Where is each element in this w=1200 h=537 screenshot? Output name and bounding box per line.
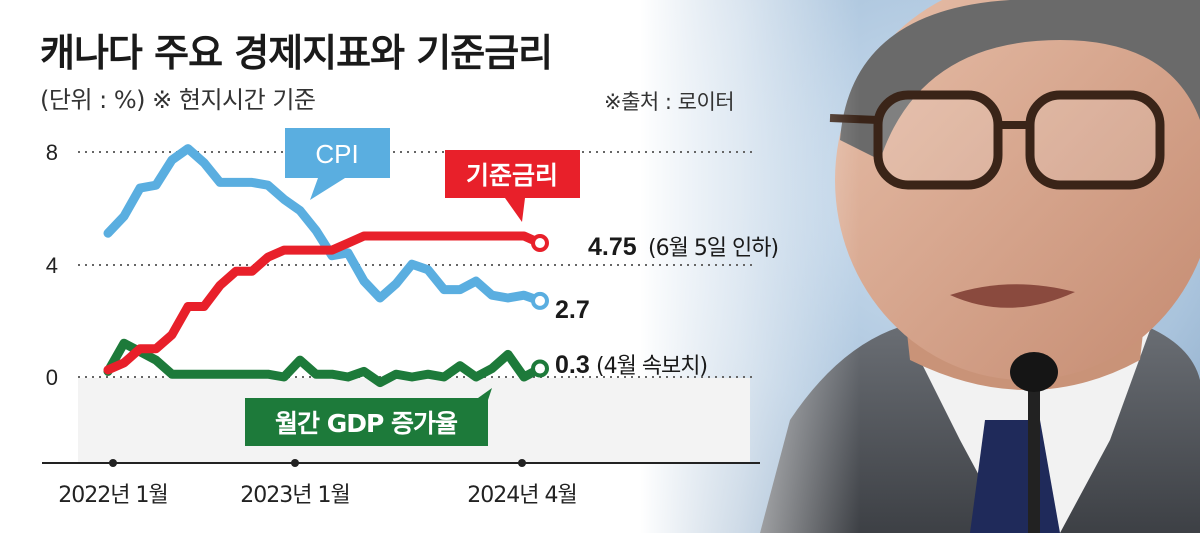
series-end-point-gdp xyxy=(531,359,549,378)
rate-callout-box xyxy=(445,150,580,222)
cpi-callout-label: CPI xyxy=(315,139,358,169)
gdp-callout-box xyxy=(245,388,492,446)
x-tick-mark-2023-01 xyxy=(291,459,299,467)
chart-source: ※출처 : 로이터 xyxy=(604,90,735,114)
y-tick-0: 0 xyxy=(46,365,58,390)
series-line-rate xyxy=(103,231,545,375)
gdp-end-value: 0.3 xyxy=(555,351,590,379)
end-label-cpi: 2.7 xyxy=(555,296,590,324)
series-end-point-cpi xyxy=(531,291,549,310)
series-layer xyxy=(103,144,549,388)
chart-title: 캐나다 주요 경제지표와 기준금리 xyxy=(40,31,553,75)
end-label-rate: 4.75 (6월 5일 인하) xyxy=(588,233,779,261)
series-end-point-rate xyxy=(531,234,549,253)
cpi-callout-box xyxy=(285,128,390,200)
rate-callout-label: 기준금리 xyxy=(466,161,558,190)
x-tick-2022-01: 2022년 1월 xyxy=(58,483,167,508)
x-tick-2024-04: 2024년 4월 xyxy=(467,483,576,508)
gdp-end-note: (4월 속보치) xyxy=(596,354,707,379)
x-tick-mark-2024-04 xyxy=(518,459,526,467)
y-tick-4: 4 xyxy=(46,253,58,278)
rate-end-note: (6월 5일 인하) xyxy=(648,236,778,261)
gdp-callout-label: 월간 GDP 증가율 xyxy=(275,409,458,438)
gdp-callout: 월간 GDP 증가율 xyxy=(245,388,492,446)
series-line-cpi xyxy=(103,144,545,306)
rate-end-value: 4.75 xyxy=(588,233,637,261)
x-tick-mark-2022-01 xyxy=(109,459,117,467)
chart-subtitle: (단위 : %) ※ 현지시간 기준 xyxy=(40,86,316,114)
x-tick-2023-01: 2023년 1월 xyxy=(240,483,349,508)
y-tick-8: 8 xyxy=(46,140,58,165)
cpi-end-value: 2.7 xyxy=(555,296,590,324)
rate-callout: 기준금리 xyxy=(445,150,580,222)
portrait-photo xyxy=(640,0,1200,533)
cpi-callout: CPI xyxy=(285,128,390,200)
series-line-gdp xyxy=(103,338,545,388)
end-label-gdp: 0.3 (4월 속보치) xyxy=(555,351,708,379)
